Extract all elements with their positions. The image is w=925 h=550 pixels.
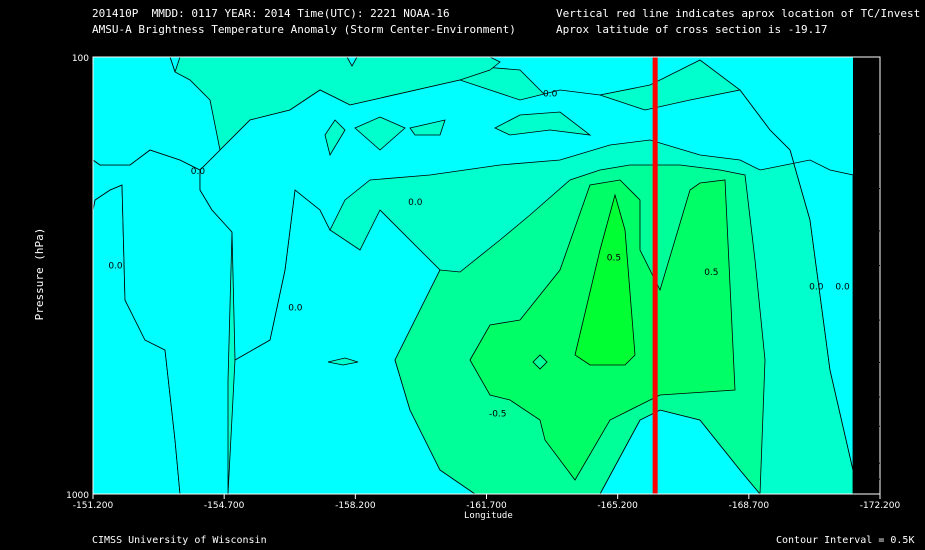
header-line-1: 201410P MMDD: 0117 YEAR: 2014 Time(UTC):…	[92, 7, 450, 20]
x-tick-label: -151.200	[73, 501, 114, 511]
contour-label: 0.5	[607, 253, 621, 263]
chart-title: AMSU-A Brightness Temperature Anomaly (S…	[92, 23, 516, 36]
contour-fill-neg-4	[92, 56, 221, 171]
x-tick-label: -165.200	[597, 501, 638, 511]
contour-cell-2	[409, 119, 446, 136]
contour-label: 0.0	[408, 198, 423, 208]
footer-credit: CIMSS University of Wisconsin	[92, 535, 267, 546]
tc-location-line	[652, 57, 658, 494]
contour-fill-1.5	[574, 193, 636, 366]
contour-cell-5	[327, 357, 359, 366]
y-tick-label: 1000	[66, 491, 89, 501]
header-right-1: Vertical red line indicates aprox locati…	[556, 7, 921, 20]
contour-fill-neg-3	[199, 79, 854, 471]
y-axis-title: Pressure (hPa)	[33, 227, 46, 321]
x-tick-label: -158.200	[335, 501, 376, 511]
header-right-2: Aprox latitude of cross section is -19.1…	[556, 23, 828, 36]
contour-label: 0.0	[288, 303, 303, 313]
contour-cell-1	[354, 116, 406, 151]
contour-label: 0.5	[704, 268, 718, 278]
contour-label: 0.0	[108, 262, 123, 272]
x-tick-label: -154.700	[204, 501, 245, 511]
contour-cell-3	[324, 119, 346, 157]
x-axis-title: Longitude	[464, 511, 513, 521]
y-tick-label: 100	[72, 54, 89, 64]
contour-interval: Contour Interval = 0.5K	[776, 535, 915, 546]
x-tick-label: -168.700	[729, 501, 770, 511]
x-tick-label: -161.700	[466, 501, 507, 511]
contour-label: 0.0	[809, 282, 824, 292]
contour-label: 0.0	[835, 282, 850, 292]
contour-cell-6	[532, 354, 548, 370]
contour-label: 0.0	[543, 89, 558, 99]
contour-label: 0.0	[191, 167, 206, 177]
contour-label: -0.5	[489, 410, 507, 420]
contour-cell-4	[494, 111, 592, 136]
x-tick-label: -172.200	[860, 501, 901, 511]
